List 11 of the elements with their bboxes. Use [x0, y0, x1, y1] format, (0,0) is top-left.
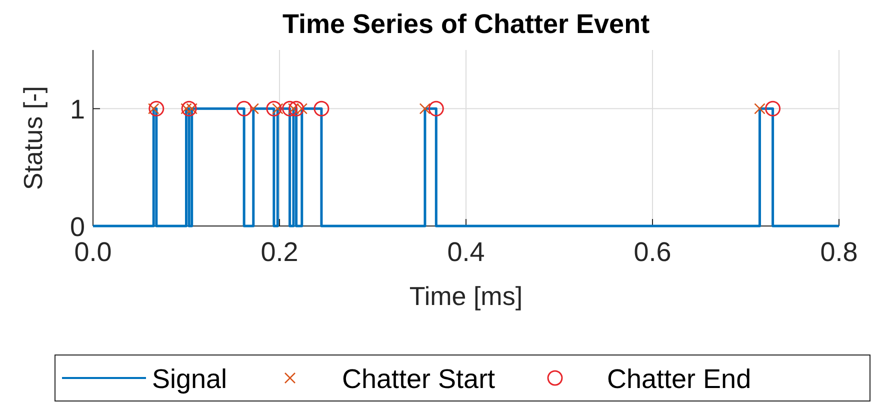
y-axis-title: Status [-]	[18, 86, 48, 190]
legend-label: Chatter End	[607, 364, 752, 394]
x-tick-label: 0.6	[634, 237, 672, 267]
x-tick-label: 0.4	[447, 237, 485, 267]
chart-title: Time Series of Chatter Event	[282, 9, 650, 39]
x-tick-label: 0.8	[820, 237, 858, 267]
x-axis-title: Time [ms]	[409, 281, 523, 311]
x-tick-label: 0.2	[260, 237, 298, 267]
legend-label: Signal	[152, 364, 228, 394]
legend-label: Chatter Start	[342, 364, 496, 394]
y-tick-label: 1	[70, 94, 85, 125]
